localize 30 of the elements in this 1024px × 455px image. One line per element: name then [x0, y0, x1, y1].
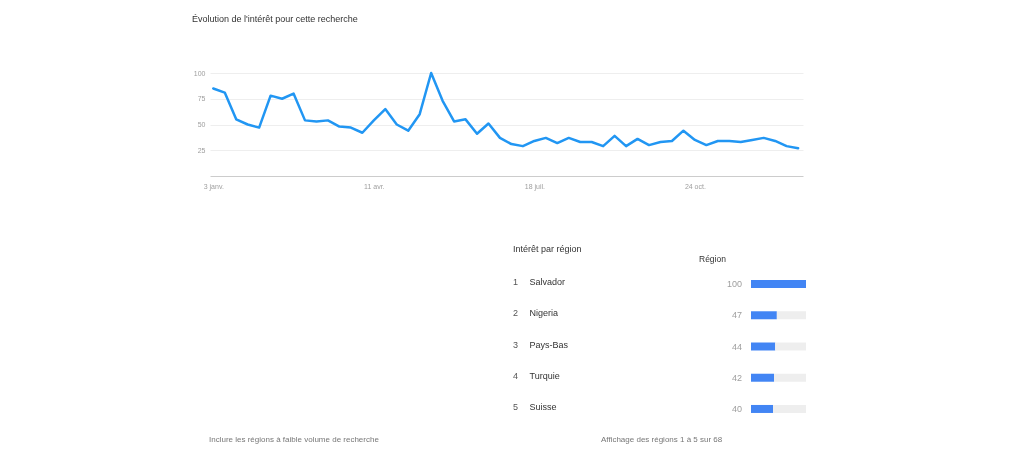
text: 3 — [513, 339, 519, 350]
bar — [751, 280, 806, 289]
y-tick-label: Suisse — [529, 401, 557, 412]
chart-title: Évolution de l'intérêt pour cette recherche — [192, 14, 358, 24]
text: 1 — [513, 277, 519, 288]
bar — [773, 404, 806, 413]
data-label: 40 — [731, 403, 742, 414]
bar — [751, 404, 773, 413]
y-tick-label: Salvador — [529, 277, 566, 288]
text: Inclure les régions à faible volume de recherche — [209, 435, 380, 444]
data-label: 42 — [731, 372, 742, 383]
text: 2 — [513, 308, 519, 319]
bar — [751, 342, 776, 351]
y-tick-label: Pays-Bas — [529, 339, 569, 350]
data-label: 47 — [731, 310, 742, 321]
y-tick-label: Nigeria — [529, 308, 559, 319]
bar — [774, 373, 806, 382]
text: 5 — [513, 401, 519, 412]
text: 4 — [513, 370, 519, 381]
bar — [751, 373, 775, 382]
data-label: 44 — [731, 341, 742, 352]
bar — [776, 311, 806, 320]
text: Région — [699, 253, 727, 264]
data-label: 100 — [726, 279, 742, 290]
text: Intérêt par région — [513, 243, 582, 254]
bar — [775, 342, 806, 351]
bar — [751, 311, 777, 320]
line-series — [212, 71, 800, 150]
text: Affichage des régions 1 à 5 sur 68 — [601, 435, 723, 444]
y-tick-label: Turquie — [529, 370, 560, 381]
